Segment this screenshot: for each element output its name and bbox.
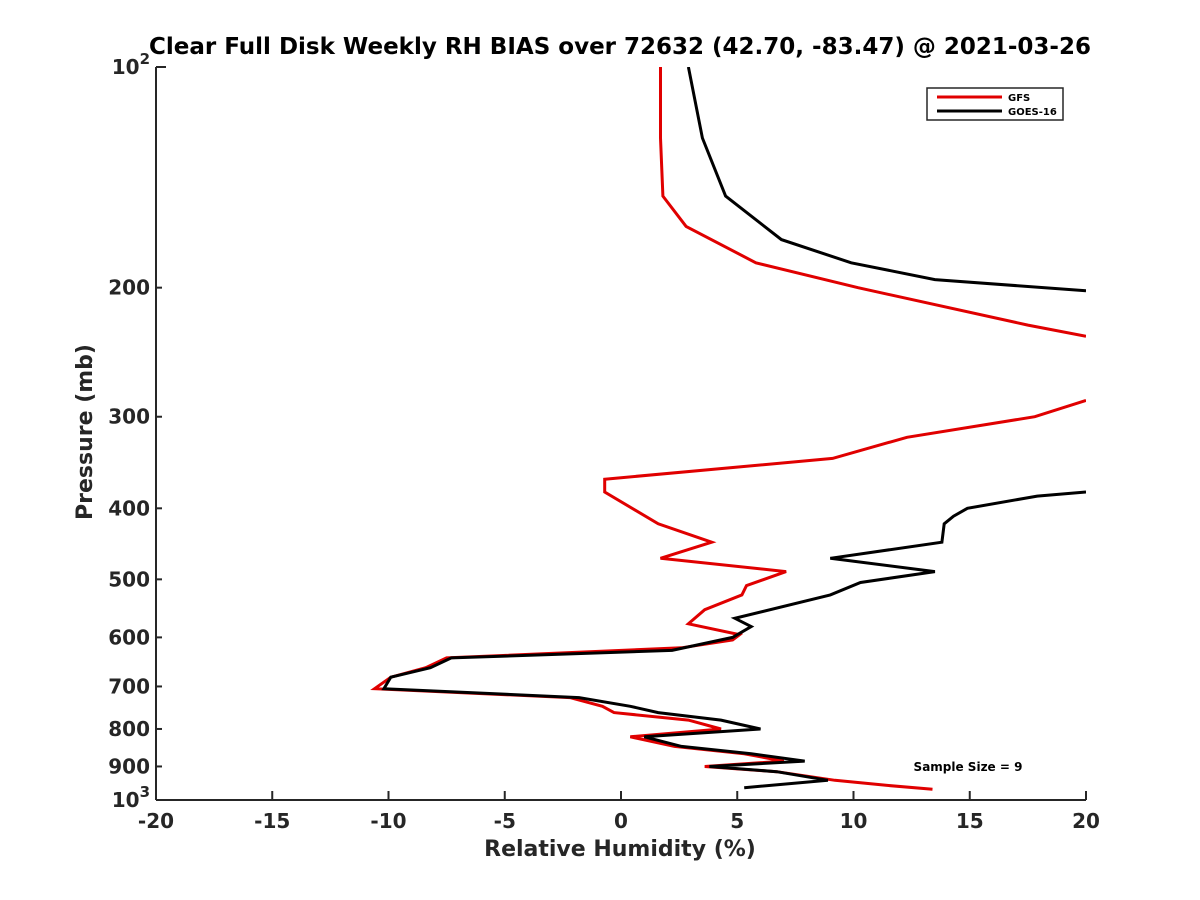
y-tick-label: 300 — [108, 405, 150, 429]
x-tick-label: -5 — [494, 809, 516, 833]
y-tick-label: 500 — [108, 567, 150, 591]
x-tick-label: 15 — [956, 809, 984, 833]
x-tick-label: 10 — [840, 809, 868, 833]
y-tick-label: 103 — [112, 783, 150, 812]
series-gfs — [370, 67, 1086, 791]
series-line — [370, 398, 1086, 791]
legend-label: GFS — [1008, 93, 1030, 104]
legend-label: GOES-16 — [1008, 107, 1057, 118]
plot-area: -20 -15 -10 -5 0 5 10 15 20 102 200 300 400 500 600 700… — [108, 50, 1100, 833]
y-tick-label: 900 — [108, 754, 150, 778]
series-line — [686, 67, 1086, 293]
x-tick-label: -15 — [254, 809, 290, 833]
legend: GFS GOES-16 — [926, 87, 1064, 121]
series-line — [381, 490, 1086, 790]
x-tick-label: -20 — [138, 809, 174, 833]
series-line — [659, 67, 1086, 338]
series-goes-16 — [381, 67, 1086, 790]
x-tick-label: 5 — [730, 809, 744, 833]
y-tick-label: 600 — [108, 625, 150, 649]
y-tick-label: 400 — [108, 496, 150, 520]
y-axis-title: Pressure (mb) — [73, 344, 98, 520]
y-tick-label: 700 — [108, 674, 150, 698]
y-tick-label: 102 — [112, 50, 150, 79]
x-tick-label: 20 — [1072, 809, 1100, 833]
x-axis-title: Relative Humidity (%) — [484, 837, 756, 862]
sample-size-annotation: Sample Size = 9 — [914, 760, 1023, 774]
legend-box — [926, 87, 1064, 121]
y-tick-label: 200 — [108, 276, 150, 300]
y-tick-label: 800 — [108, 717, 150, 741]
x-tick-label: -10 — [370, 809, 406, 833]
chart-title: Clear Full Disk Weekly RH BIAS over 7263… — [149, 34, 1091, 60]
x-tick-label: 0 — [614, 809, 628, 833]
